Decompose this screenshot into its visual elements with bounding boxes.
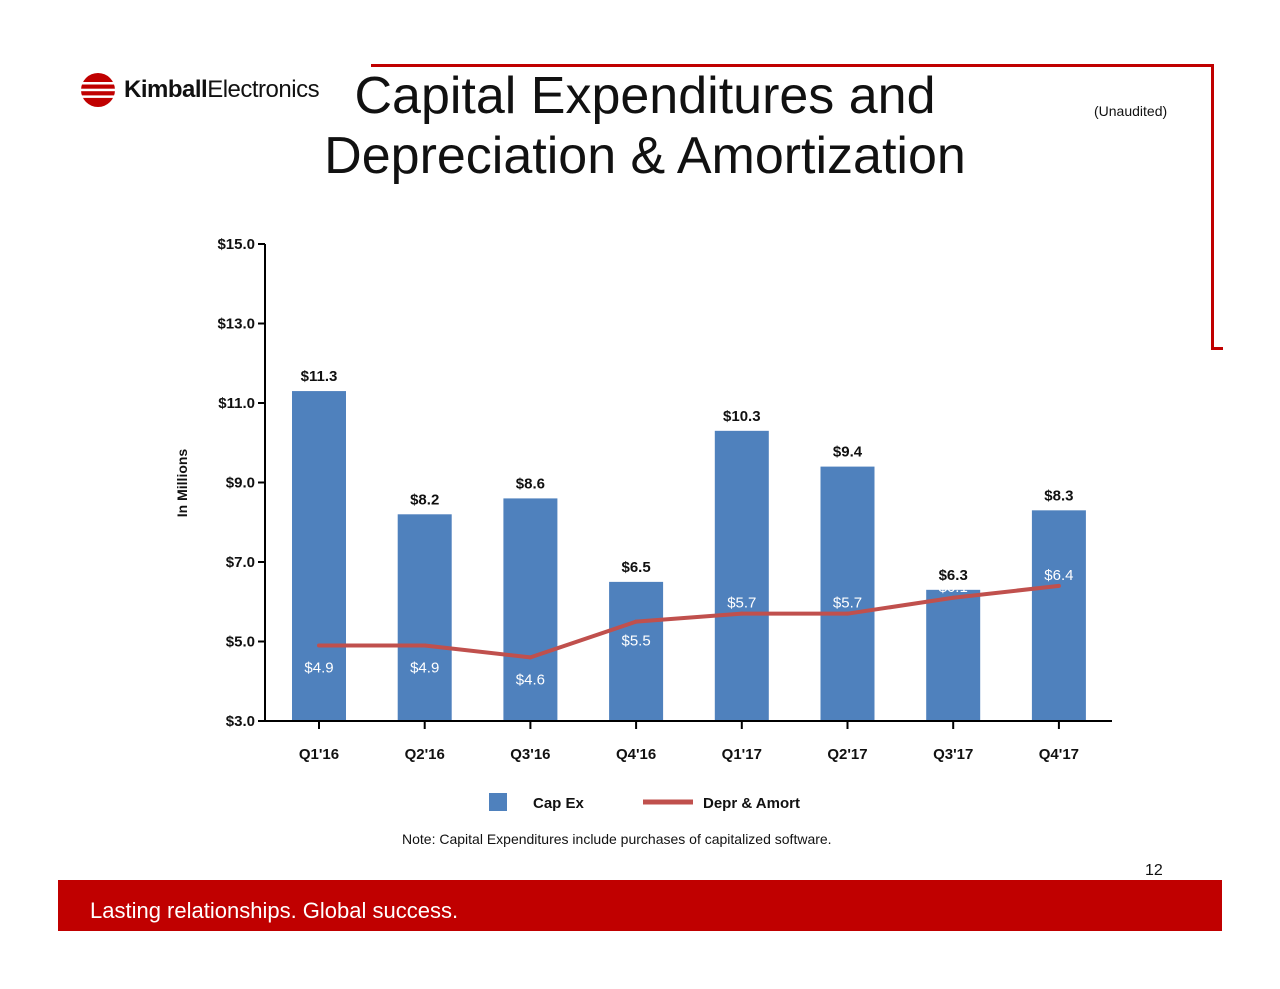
capex-bar [397,514,452,721]
depr-amort-point [317,643,321,648]
x-tick-label: Q1'16 [299,746,339,763]
depr-amort-point [634,619,639,624]
capex-bar [1031,510,1086,721]
y-axis-title: In Millions [174,449,190,518]
capex-data-label: $8.2 [410,491,439,508]
x-tick-label: Q2'17 [827,746,867,763]
logo-wordmark: KimballElectronics [124,76,320,103]
capex-data-label: $11.3 [301,368,338,385]
y-tick-label: $7.0 [226,554,255,571]
y-tick-label: $13.0 [217,316,255,333]
chart-note: Note: Capital Expenditures include purch… [402,831,832,847]
x-tick-label: Q3'17 [933,746,973,763]
y-tick-label: $3.0 [226,713,255,730]
title-line-1: Capital Expenditures and [354,67,936,125]
depr-amort-data-label: $5.7 [727,595,756,612]
depr-amort-point [845,611,850,616]
capex-data-label: $8.3 [1044,487,1073,504]
unaudited-label: (Unaudited) [1094,103,1168,119]
depr-amort-point [422,643,427,648]
capex-data-label: $6.5 [621,559,650,576]
capex-data-label: $8.6 [516,475,545,492]
capex-bar [926,589,981,721]
depr-amort-line [319,583,1060,660]
capex-data-label: $9.4 [833,444,863,461]
depr-amort-data-label: $6.1 [939,579,968,596]
x-tick-label: Q4'16 [616,746,656,763]
footer-tagline: Lasting relationships. Global success. [90,898,459,923]
legend-depr-label: Depr & Amort [703,795,800,812]
title-line-2: Depreciation & Amortization [324,127,966,185]
x-tick-label: Q1'17 [722,746,762,763]
capex-bar [714,430,769,721]
company-logo: KimballElectronics [80,70,320,110]
depr-amort-data-label: $4.6 [516,671,545,688]
y-tick-label: $11.0 [218,395,255,412]
capex-data-label: $10.3 [723,408,761,425]
frame-right-rule [1211,64,1214,350]
page-number: 12 [1145,862,1163,879]
capex-bar [503,498,558,721]
capex-data-label: $6.3 [939,567,968,584]
frame-top-rule [371,64,1214,67]
depr-amort-data-label: $6.4 [1044,567,1073,584]
slide-title: Capital Expenditures and Depreciation & … [300,66,990,186]
legend-capex-label: Cap Ex [533,795,585,812]
y-tick-label: $9.0 [226,475,255,492]
depr-amort-data-label: $4.9 [304,659,333,676]
depr-amort-point [1056,583,1061,588]
depr-amort-point [528,655,533,660]
footer-band: Lasting relationships. Global success. [58,880,1222,931]
frame-corner-tick [1211,347,1223,350]
y-tick-label: $15.0 [217,236,255,253]
depr-amort-point [739,611,744,616]
depr-amort-data-label: $4.9 [410,659,439,676]
x-tick-label: Q3'16 [510,746,550,763]
x-tick-label: Q2'16 [405,746,445,763]
capex-bar [609,581,664,721]
depr-amort-data-label: $5.7 [833,595,862,612]
y-tick-label: $5.0 [226,634,255,651]
capex-bar [292,391,346,721]
depr-amort-point [951,595,956,600]
legend-capex-swatch [489,793,507,811]
depr-amort-data-label: $5.5 [621,633,650,650]
kimball-logo-icon [80,73,116,107]
capex-bar [820,466,875,721]
x-tick-label: Q4'17 [1039,746,1079,763]
